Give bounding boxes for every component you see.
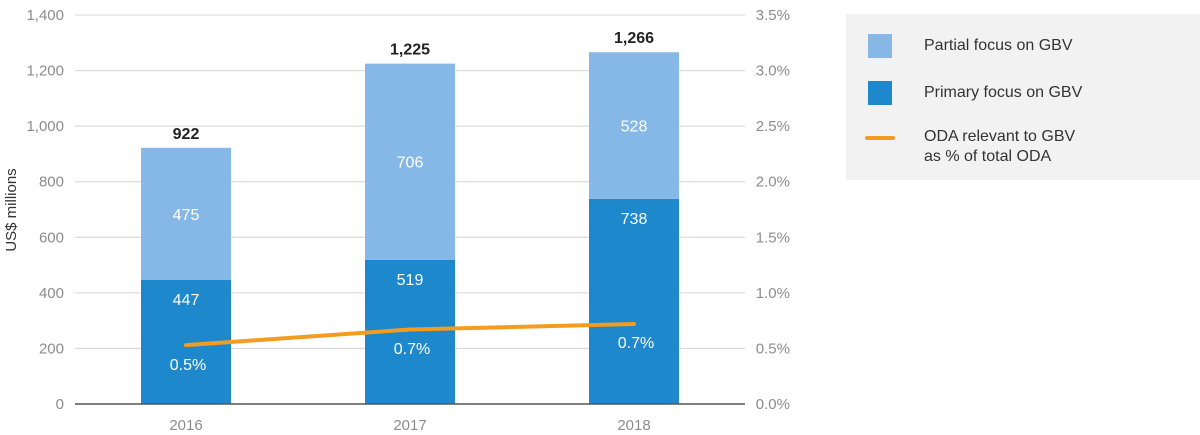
- total-label-2016: 922: [173, 126, 200, 143]
- data-label-primary-2018: 738: [621, 211, 648, 228]
- y2-tick-label: 2.5%: [756, 118, 790, 135]
- legend-swatch-partial: [868, 34, 892, 58]
- total-label-2018: 1,266: [614, 30, 654, 47]
- total-label-2017: 1,225: [390, 42, 430, 59]
- x-tick-label-2018: 2018: [617, 417, 650, 434]
- bar-partial-2018: [589, 52, 679, 199]
- y2-tick-label: 0.0%: [756, 396, 790, 413]
- x-tick-label-2016: 2016: [169, 417, 202, 434]
- bar-partial-2017: [365, 63, 455, 260]
- y-tick-label: 600: [39, 229, 64, 246]
- data-label-primary-2016: 447: [173, 292, 200, 309]
- legend-line-oda-share: [865, 136, 895, 140]
- legend: Partial focus on GBV Primary focus on GB…: [846, 14, 1200, 180]
- legend-label-primary: Primary focus on GBV: [924, 84, 1083, 101]
- bar-primary-2018: [589, 198, 679, 404]
- y-tick-label: 400: [39, 285, 64, 302]
- legend-label-oda-share: ODA relevant to GBV as % of total ODA: [924, 128, 1076, 165]
- chart-canvas: 0 200 400 600 800 1,000 1,200 1,400 0.0% 0.5% 1.0…: [3, 7, 790, 434]
- data-label-partial-2018: 528: [621, 119, 648, 136]
- data-label-partial-2016: 475: [173, 207, 200, 224]
- y-tick-label: 0: [56, 396, 64, 413]
- y2-tick-label: 0.5%: [756, 340, 790, 357]
- legend-item-partial: Partial focus on GBV: [868, 34, 1144, 58]
- legend-item-oda-share: ODA relevant to GBV as % of total ODA: [865, 127, 1094, 167]
- y-tick-label: 1,400: [26, 7, 64, 24]
- line-label-2017: 0.7%: [394, 341, 430, 358]
- legend-swatch-primary: [868, 81, 892, 105]
- y2-tick-label: 1.0%: [756, 285, 790, 302]
- data-label-primary-2017: 519: [397, 272, 424, 289]
- y2-tick-label: 2.0%: [756, 174, 790, 191]
- y2-tick-label: 3.5%: [756, 7, 790, 24]
- legend-item-primary: Primary focus on GBV: [868, 81, 1144, 105]
- legend-label-partial: Partial focus on GBV: [924, 37, 1073, 54]
- y-tick-label: 200: [39, 340, 64, 357]
- y-tick-label: 1,200: [26, 63, 64, 80]
- y-tick-label: 1,000: [26, 118, 64, 135]
- line-label-2018: 0.7%: [618, 335, 654, 352]
- line-label-2016: 0.5%: [170, 357, 206, 374]
- line-oda-share: [184, 321, 636, 348]
- bar-partial-2016: [141, 147, 231, 280]
- y-tick-label: 800: [39, 174, 64, 191]
- data-label-partial-2017: 706: [397, 155, 424, 172]
- y-axis-title: US$ millions: [3, 168, 20, 251]
- x-tick-label-2017: 2017: [393, 417, 426, 434]
- y2-tick-label: 3.0%: [756, 63, 790, 80]
- y2-tick-label: 1.5%: [756, 229, 790, 246]
